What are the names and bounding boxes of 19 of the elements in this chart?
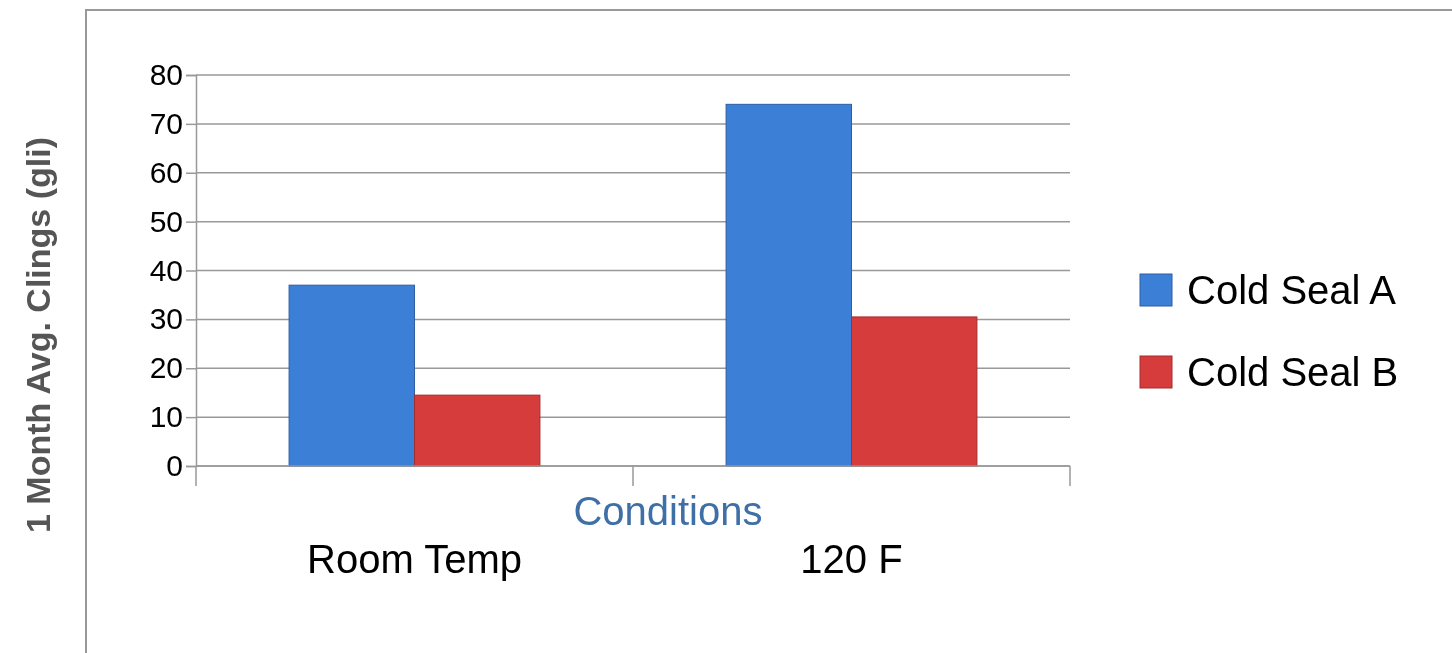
y-tick-label: 0: [166, 449, 183, 483]
x-tick-label: Room Temp: [307, 537, 522, 581]
bar: [725, 103, 852, 467]
y-tick-label: 40: [149, 253, 183, 287]
y-tick-label: 50: [149, 204, 183, 238]
legend-label: Cold Seal A: [1187, 268, 1397, 312]
y-tick-label: 70: [149, 106, 183, 140]
legend-label: Cold Seal B: [1187, 350, 1399, 394]
y-tick-label: 80: [149, 58, 183, 92]
y-tick-label: 20: [149, 351, 183, 385]
bar: [414, 394, 541, 467]
y-tick-label: 30: [149, 302, 183, 336]
bar: [288, 284, 415, 467]
y-tick-label: 10: [149, 400, 183, 434]
y-axis-title: 1 Month Avg. Clings (gli): [19, 137, 57, 533]
x-tick-label: 120 F: [800, 537, 903, 581]
y-tick-label: 60: [149, 155, 183, 189]
x-axis-title: Conditions: [573, 489, 763, 533]
bar: [851, 316, 978, 467]
